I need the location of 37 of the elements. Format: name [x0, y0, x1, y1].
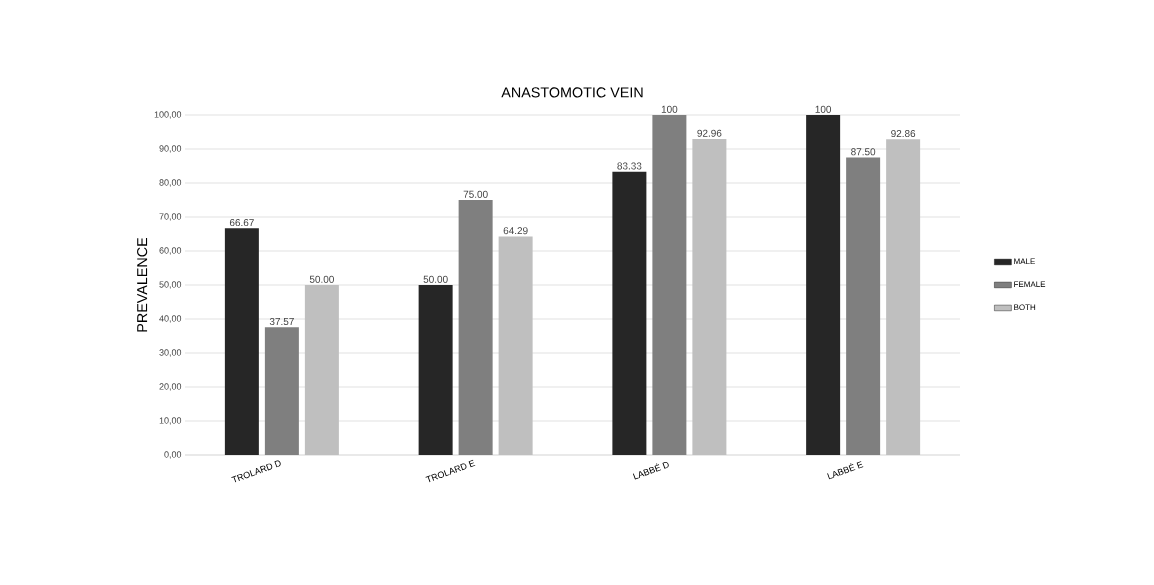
bar: [652, 115, 687, 455]
data-label: 83.33: [617, 162, 642, 170]
y-tick-label: 20,00: [159, 383, 182, 391]
data-label: 87.50: [851, 148, 876, 156]
data-label: 37.57: [269, 318, 294, 326]
data-label: 50.00: [309, 275, 334, 283]
y-tick-label: 70,00: [159, 213, 182, 221]
y-tick-label: 10,00: [159, 417, 182, 425]
data-label: 66.67: [229, 219, 254, 227]
y-tick-label: 40,00: [159, 315, 182, 323]
bar: [886, 139, 921, 455]
data-label: 75.00: [463, 190, 488, 198]
data-label: 92.86: [891, 130, 916, 138]
data-label: 100: [661, 105, 678, 113]
bar: [692, 138, 727, 455]
data-label: 92.96: [697, 129, 722, 137]
y-tick-label: 0,00: [164, 451, 182, 459]
bar: [846, 157, 881, 455]
bar: [224, 228, 259, 455]
bar: [304, 285, 339, 455]
bar: [612, 171, 647, 455]
bar: [806, 115, 841, 455]
bar: [458, 200, 493, 455]
data-label: 100: [815, 105, 832, 113]
y-tick-label: 30,00: [159, 349, 182, 357]
y-tick-label: 80,00: [159, 179, 182, 187]
y-axis-title: PREVALENCE: [137, 237, 148, 332]
y-tick-label: 90,00: [159, 145, 182, 153]
bar: [418, 285, 453, 455]
chart-title: ANASTOMOTIC VEIN: [501, 87, 643, 98]
y-tick-label: 60,00: [159, 247, 182, 255]
bar: [498, 236, 533, 455]
y-tick-label: 100,00: [154, 111, 182, 119]
data-label: 64.29: [503, 227, 528, 235]
data-label: 50.00: [423, 275, 448, 283]
bar: [264, 327, 299, 455]
y-tick-label: 50,00: [159, 281, 182, 289]
